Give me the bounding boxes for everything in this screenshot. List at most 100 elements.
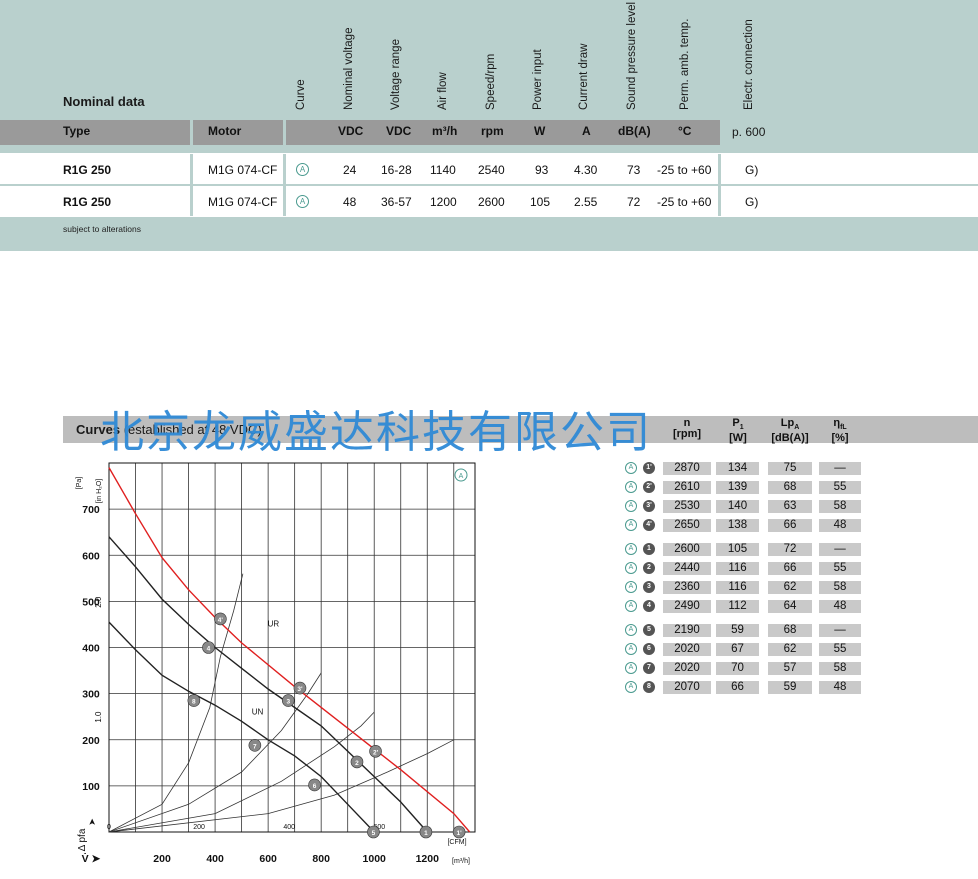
efficiency-value: 48	[819, 600, 861, 613]
fan-curve	[108, 536, 428, 833]
curve-a-icon: A	[296, 195, 309, 208]
motor-header: Motor	[208, 124, 242, 138]
page-reference[interactable]: p. 600	[732, 125, 766, 139]
power-value: 66	[716, 681, 759, 694]
nominal-data-title: Nominal data	[63, 94, 145, 109]
x-tick-label: 400	[206, 853, 224, 865]
power-cell: 93	[535, 163, 549, 177]
efficiency-value: 55	[819, 643, 861, 656]
efficiency-value: 48	[819, 519, 861, 532]
label-ur: UR	[268, 620, 280, 629]
range-cell: 36-57	[381, 195, 412, 209]
col-nominal-voltage: Nominal voltage	[343, 27, 355, 110]
unit-power: W	[534, 124, 546, 138]
curve-a-icon: A	[625, 662, 637, 674]
lpa-unit: [dB(A)]	[771, 432, 809, 445]
sound-cell: 73	[627, 163, 641, 177]
divider	[190, 120, 193, 145]
point-marker: 8	[643, 681, 655, 693]
point-marker: 3	[643, 581, 655, 593]
point-marker: 4	[643, 600, 655, 612]
unit-airflow: m³/h	[432, 124, 458, 138]
footer-band	[0, 217, 978, 251]
system-curve	[108, 739, 454, 833]
col-power-input: Power input	[532, 49, 544, 110]
operating-point-label: 1	[424, 830, 428, 837]
operating-point-label: 4'	[218, 617, 224, 624]
airflow-cell: 1140	[430, 163, 456, 177]
power-value: 67	[716, 643, 759, 656]
n-unit: [rpm]	[672, 428, 702, 440]
eta-header: ηfL [%]	[818, 418, 862, 444]
p1-symbol: P1	[716, 418, 760, 433]
unit-voltage: VDC	[338, 124, 364, 138]
divider	[718, 186, 721, 216]
sound-value: 62	[768, 581, 812, 594]
curve-a-icon: A	[625, 600, 637, 612]
cfm-tick-label: 600	[374, 824, 386, 831]
y-axis-label: Δ pfa	[77, 828, 88, 851]
power-value: 140	[716, 500, 759, 513]
operating-point-label: 3	[286, 699, 290, 706]
header-band	[0, 0, 978, 120]
x-tick-label: 800	[312, 853, 330, 865]
efficiency-value: —	[819, 462, 861, 475]
curve-a-icon: A	[625, 543, 637, 555]
power-value: 59	[716, 624, 759, 637]
sound-cell: 72	[627, 195, 641, 209]
col-electr-connection: Electr. connection	[743, 19, 755, 110]
unit-speed: rpm	[481, 124, 504, 138]
power-value: 139	[716, 481, 759, 494]
eta-symbol: ηfL	[818, 418, 862, 433]
table-row: R1G 250 M1G 074-CF A 48 36-57 1200 2600 …	[0, 186, 978, 216]
eta-sub: fL	[840, 424, 847, 432]
operating-point	[452, 825, 466, 839]
y-tick-label: 300	[82, 689, 100, 701]
label-un: UN	[252, 707, 264, 716]
cfm-unit-label: [CFM]	[447, 839, 466, 846]
operating-point	[202, 641, 215, 654]
sound-value: 66	[768, 562, 812, 575]
curve-a-icon: A	[625, 462, 637, 474]
curve-a-icon: A	[625, 681, 637, 693]
x-axis-label: V̇ ➤	[82, 853, 102, 865]
operating-point	[187, 694, 201, 707]
y-tick-label: 600	[82, 550, 100, 562]
point-marker: 1	[643, 543, 655, 555]
unit-temp: °C	[678, 124, 692, 138]
operating-point	[308, 778, 321, 792]
efficiency-value: 58	[819, 581, 861, 594]
operating-point-label: 2	[355, 760, 359, 767]
temp-cell: -25 to +60	[657, 195, 712, 209]
operating-point	[419, 825, 433, 839]
speed-value: 2600	[663, 543, 711, 556]
cfm-tick-label: 0	[107, 824, 111, 831]
divider	[283, 186, 286, 216]
fan-curve	[108, 467, 471, 833]
sound-value: 57	[768, 662, 812, 675]
divider	[190, 186, 193, 216]
performance-chart: 100 200 300 400 500 600 700 1.0 2.0 [Pa] [in H₂O] 0…	[76, 462, 476, 865]
lpa-letter: Lp	[780, 417, 795, 429]
speed-cell: 2600	[478, 195, 505, 209]
curves-title-rest: (established at 48 VDC)	[120, 422, 262, 437]
power-value: 138	[716, 519, 759, 532]
operating-point	[281, 694, 295, 707]
curve-a-icon	[454, 468, 468, 482]
speed-value: 2530	[663, 500, 711, 513]
point-marker: 5	[643, 624, 655, 636]
point-marker: 2'	[643, 481, 655, 493]
efficiency-value: 55	[819, 562, 861, 575]
power-value: 70	[716, 662, 759, 675]
current-cell: 4.30	[574, 163, 598, 177]
col-sound-pressure: Sound pressure level	[626, 1, 638, 110]
table-row: R1G 250 M1G 074-CF A 24 16-28 1140 2540 …	[0, 154, 978, 184]
operating-point-label: 7	[253, 743, 257, 750]
power-value: 134	[716, 462, 759, 475]
speed-value: 2440	[663, 562, 711, 575]
p1-sub: 1	[739, 424, 744, 432]
col-voltage-range: Voltage range	[390, 39, 402, 110]
divider	[190, 154, 193, 184]
sound-value: 75	[768, 462, 812, 475]
power-value: 116	[716, 562, 759, 575]
